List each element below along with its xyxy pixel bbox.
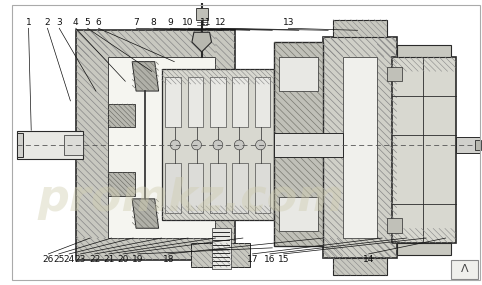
Text: 1: 1 [26,18,31,27]
Bar [254,77,270,127]
Bar [392,57,455,243]
Bar [475,140,481,150]
Bar [333,19,387,37]
Text: 10: 10 [183,18,194,27]
Polygon shape [192,32,212,52]
Bar [196,8,208,19]
Bar [232,162,248,213]
Bar [397,45,451,57]
Text: 19: 19 [132,255,144,264]
Bar [64,135,83,155]
Text: 4: 4 [73,18,79,27]
Bar [343,57,377,238]
Bar [323,37,397,258]
Text: 25: 25 [53,255,65,264]
Text: 2: 2 [45,18,50,27]
Bar [165,77,181,127]
Bar [274,42,323,246]
Bar [210,77,226,127]
Text: 14: 14 [363,255,375,264]
Bar [397,243,451,255]
Bar [188,77,203,127]
Bar [333,258,387,275]
Bar [455,137,480,153]
Bar [107,172,135,196]
Bar [279,197,318,231]
Text: 22: 22 [89,255,100,264]
Circle shape [192,140,201,150]
Text: 12: 12 [215,18,227,27]
Bar [254,162,270,213]
Bar [188,162,203,213]
Text: 15: 15 [278,255,289,264]
Bar [165,162,181,213]
Text: 9: 9 [167,18,173,27]
Text: 5: 5 [85,18,91,27]
Text: 3: 3 [56,18,62,27]
Text: 8: 8 [151,18,157,27]
Text: 26: 26 [43,255,54,264]
Text: 17: 17 [247,255,258,264]
Bar [107,104,135,127]
Text: 18: 18 [162,255,174,264]
Text: promkz.com: promkz.com [38,177,344,220]
Bar [17,133,23,157]
Bar [161,70,274,220]
Bar [274,133,343,157]
Circle shape [255,140,266,150]
Circle shape [213,140,223,150]
Text: 21: 21 [103,255,115,264]
Text: 13: 13 [282,18,294,27]
Bar [17,131,83,159]
Bar [279,57,318,91]
Bar [451,260,478,279]
Circle shape [234,140,244,150]
Bar [212,228,231,269]
Bar [387,67,402,81]
Polygon shape [132,62,159,91]
Bar [107,57,215,238]
Text: 16: 16 [264,255,276,264]
Bar [210,162,226,213]
Bar [387,218,402,233]
Text: 11: 11 [200,18,212,27]
Bar [232,77,248,127]
Polygon shape [132,199,159,228]
Text: 7: 7 [134,18,139,27]
Text: Λ: Λ [460,264,468,274]
Text: 6: 6 [95,18,101,27]
Text: 20: 20 [117,255,129,264]
Bar [191,243,250,267]
Circle shape [170,140,180,150]
Text: 24: 24 [64,255,75,264]
Bar [76,30,235,260]
Text: 23: 23 [75,255,86,264]
